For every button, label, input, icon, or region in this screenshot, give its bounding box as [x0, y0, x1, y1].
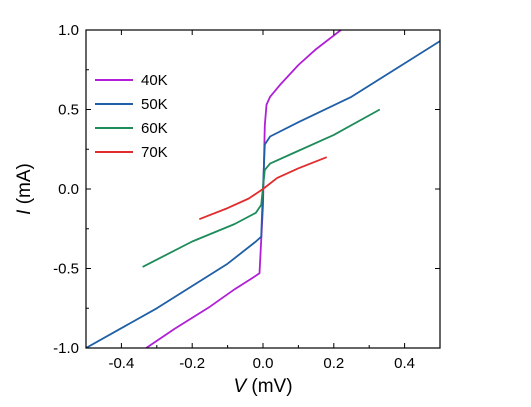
x-tick-label: -0.2	[179, 355, 205, 372]
series-line-50K	[86, 40, 440, 348]
series-layer	[86, 30, 440, 348]
x-tick-label: 0.4	[394, 355, 415, 372]
legend-label: 70K	[141, 144, 168, 161]
y-tick-label: -0.5	[53, 261, 79, 278]
x-tick-label: -0.4	[108, 355, 134, 372]
x-tick-label: 0.0	[253, 355, 274, 372]
series-line-70K	[198, 156, 328, 221]
y-tick-label: 0.0	[58, 181, 79, 198]
legend: 40K 50K 60K 70K	[95, 72, 168, 161]
series-line-60K	[142, 108, 381, 268]
x-tick-label: 0.2	[323, 355, 344, 372]
legend-label: 60K	[141, 120, 168, 137]
y-tick-label: 0.5	[58, 102, 79, 119]
x-axis-title: V (mV)	[233, 376, 292, 397]
y-tick-label: -1.0	[53, 340, 79, 357]
series-line-40K	[145, 30, 342, 348]
legend-label: 40K	[141, 72, 168, 89]
y-axis-title: I (mA)	[14, 163, 35, 215]
legend-label: 50K	[141, 96, 168, 113]
y-tick-label: 1.0	[58, 22, 79, 39]
tick-layer: -0.4 -0.2 0.0 0.2 0.4 -1.0 -0.5 0.0 0.5 1.0	[53, 22, 441, 372]
